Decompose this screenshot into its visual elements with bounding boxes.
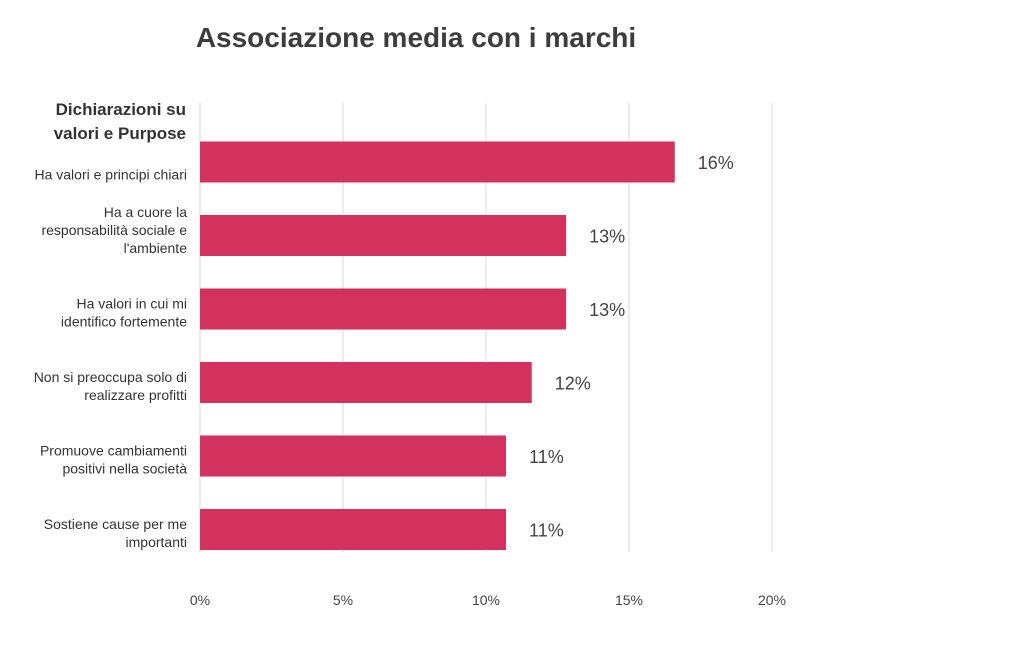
x-tick-label: 15% [615, 592, 643, 608]
x-tick-label: 20% [758, 592, 786, 608]
category-label-line: l'ambiente [124, 240, 188, 256]
x-axis-ticks: 0% 5% 10% 15% 20% [190, 592, 786, 608]
data-labels: 16% 13% 13% 12% 11% 11% [529, 153, 734, 541]
x-tick-label: 10% [472, 592, 500, 608]
category-label-line: Ha valori e principi chiari [34, 167, 187, 183]
data-label: 12% [555, 374, 591, 394]
category-label: Non si preoccupa solo di realizzare profi… [34, 369, 187, 403]
bar [200, 141, 675, 183]
bar [200, 288, 567, 330]
category-label-line: Non si preoccupa solo di [34, 369, 187, 385]
category-label: Promuove cambiamenti positivi nella socie… [40, 443, 187, 477]
bar [200, 362, 532, 403]
category-label-line: importanti [126, 534, 187, 550]
category-label-line: responsabilità sociale e [41, 222, 187, 238]
category-label-line: realizzare profitti [84, 387, 187, 403]
category-label: Ha a cuore la responsabilità sociale e l'a… [41, 204, 187, 256]
bar [200, 215, 567, 256]
bar [200, 509, 507, 550]
bars [200, 141, 675, 550]
data-label: 11% [529, 521, 564, 541]
category-label: Ha valori e principi chiari [34, 167, 187, 183]
category-label-line: Ha valori in cui mi [77, 296, 187, 312]
data-label: 11% [529, 447, 564, 467]
category-label-line: positivi nella società [62, 461, 187, 477]
x-tick-label: 0% [190, 592, 210, 608]
data-label: 13% [589, 227, 625, 247]
category-label-line: Ha a cuore la [104, 204, 187, 220]
category-label-line: Sostiene cause per me [44, 516, 187, 532]
data-label: 16% [698, 153, 734, 173]
category-label-line: Promuove cambiamenti [40, 443, 187, 459]
category-label: Sostiene cause per me importanti [44, 516, 187, 550]
category-labels: Ha valori e principi chiari Ha a cuore la… [34, 167, 188, 551]
category-label-line: identifico fortemente [61, 314, 187, 330]
data-label: 13% [589, 300, 625, 320]
category-label: Ha valori in cui mi identifico fortemente [61, 296, 187, 330]
y-axis-title: Dichiarazioni su valori e Purpose [53, 100, 186, 143]
x-tick-label: 5% [333, 592, 353, 608]
chart-title: Associazione media con i marchi [195, 22, 637, 53]
bar [200, 435, 507, 477]
